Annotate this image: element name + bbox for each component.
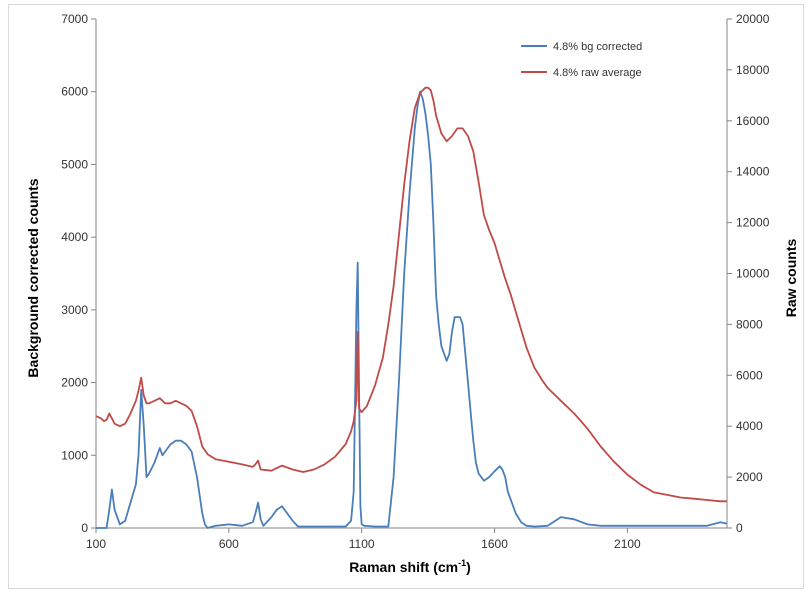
y-tick-left-label: 7000 (61, 12, 88, 26)
x-tick-label: 2100 (614, 537, 641, 551)
legend: 4.8% bg corrected 4.8% raw average (521, 41, 642, 79)
x-axis-label: Raman shift (cm-1) (349, 558, 471, 575)
x-axis-label-sup: -1 (458, 558, 466, 568)
x-tick-label: 1100 (349, 537, 375, 551)
y-tick-right-label: 6000 (736, 368, 763, 382)
y-tick-right-label: 10000 (736, 267, 770, 281)
y-tick-left-label: 5000 (61, 157, 88, 171)
series-line-raw-average (95, 86, 727, 503)
y-tick-right-label: 0 (736, 521, 743, 535)
y-tick-left-label: 4000 (61, 230, 88, 244)
axes: 0 1000 2000 3000 4000 5000 6000 7000 0 2000 4000 60… (61, 12, 769, 551)
y-tick-right-label: 2000 (736, 470, 763, 484)
y-axis-label-right: Raw counts (783, 239, 799, 318)
y-tick-right-label: 14000 (736, 165, 770, 179)
x-tick-label: 1600 (481, 537, 508, 551)
y-tick-left-label: 0 (81, 521, 88, 535)
y-tick-right-label: 16000 (736, 114, 770, 128)
y-tick-right-label: 18000 (736, 63, 770, 77)
legend-label: 4.8% raw average (553, 67, 642, 79)
x-tick-label: 100 (86, 537, 106, 551)
chart-frame (8, 4, 804, 589)
y-tick-right-label: 8000 (736, 317, 763, 331)
y-tick-left-label: 1000 (61, 448, 88, 462)
y-tick-left-label: 3000 (61, 303, 88, 317)
y-tick-right-label: 20000 (736, 12, 770, 26)
y-tick-left-label: 2000 (61, 376, 88, 390)
x-tick-label: 600 (219, 537, 239, 551)
series-line-bg-corrected (96, 90, 728, 529)
y-tick-left-label: 6000 (61, 85, 88, 99)
series-layer (95, 86, 728, 529)
legend-label: 4.8% bg corrected (553, 41, 642, 53)
y-tick-right-label: 4000 (736, 419, 763, 433)
y-tick-right-label: 12000 (736, 216, 770, 230)
y-axis-label-left: Background corrected counts (25, 178, 41, 377)
